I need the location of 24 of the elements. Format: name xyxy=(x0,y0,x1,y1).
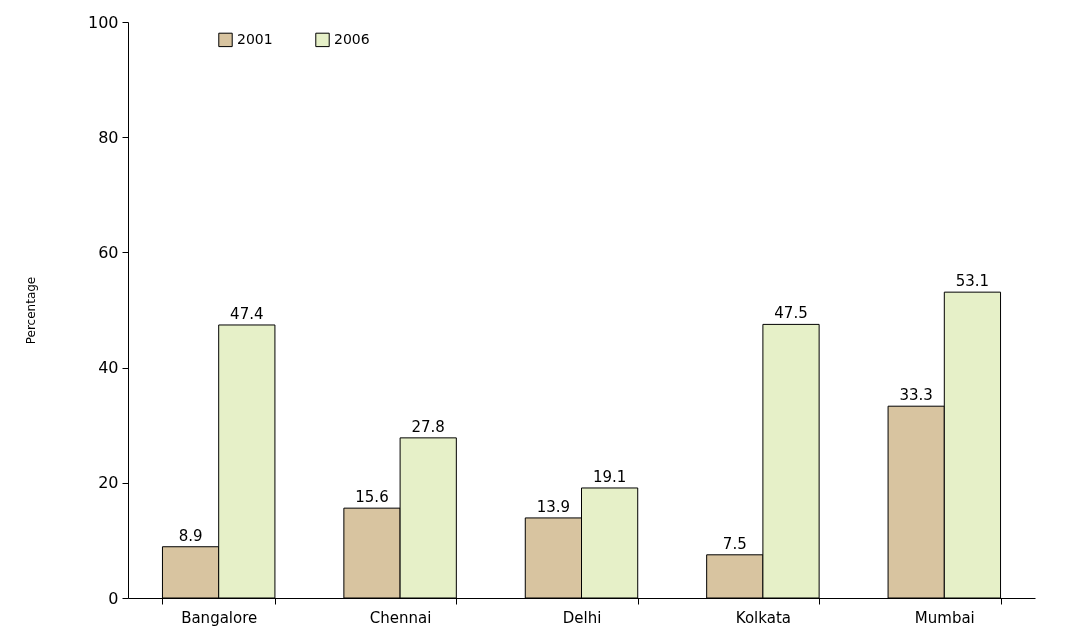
data-label: 53.1 xyxy=(955,272,990,291)
x-tick-label: Bangalore xyxy=(181,608,258,627)
data-label: 47.4 xyxy=(230,304,264,323)
y-tick-label: 80 xyxy=(98,127,119,147)
y-axis-title: Percentage xyxy=(23,276,38,345)
x-tick-label: Chennai xyxy=(369,608,432,627)
data-label: 47.5 xyxy=(774,304,808,323)
data-label: 7.5 xyxy=(722,534,747,553)
y-tick-label: 100 xyxy=(87,12,119,32)
x-tick-label: Mumbai xyxy=(914,608,975,627)
data-label: 15.6 xyxy=(355,488,389,507)
data-label: 13.9 xyxy=(536,497,571,516)
y-tick-label: 0 xyxy=(108,588,119,608)
y-tick-label: 20 xyxy=(98,473,119,493)
legend-label: 2006 xyxy=(334,30,370,47)
data-label: 8.9 xyxy=(178,526,203,545)
x-tick-label: Kolkata xyxy=(735,608,791,627)
x-tick-label: Delhi xyxy=(562,608,602,627)
y-tick-label: 40 xyxy=(98,358,119,378)
data-label: 33.3 xyxy=(899,386,933,405)
legend-label: 2001 xyxy=(237,30,273,47)
data-label: 19.1 xyxy=(592,467,627,486)
data-label: 27.8 xyxy=(411,417,445,436)
y-tick-label: 60 xyxy=(98,242,119,262)
